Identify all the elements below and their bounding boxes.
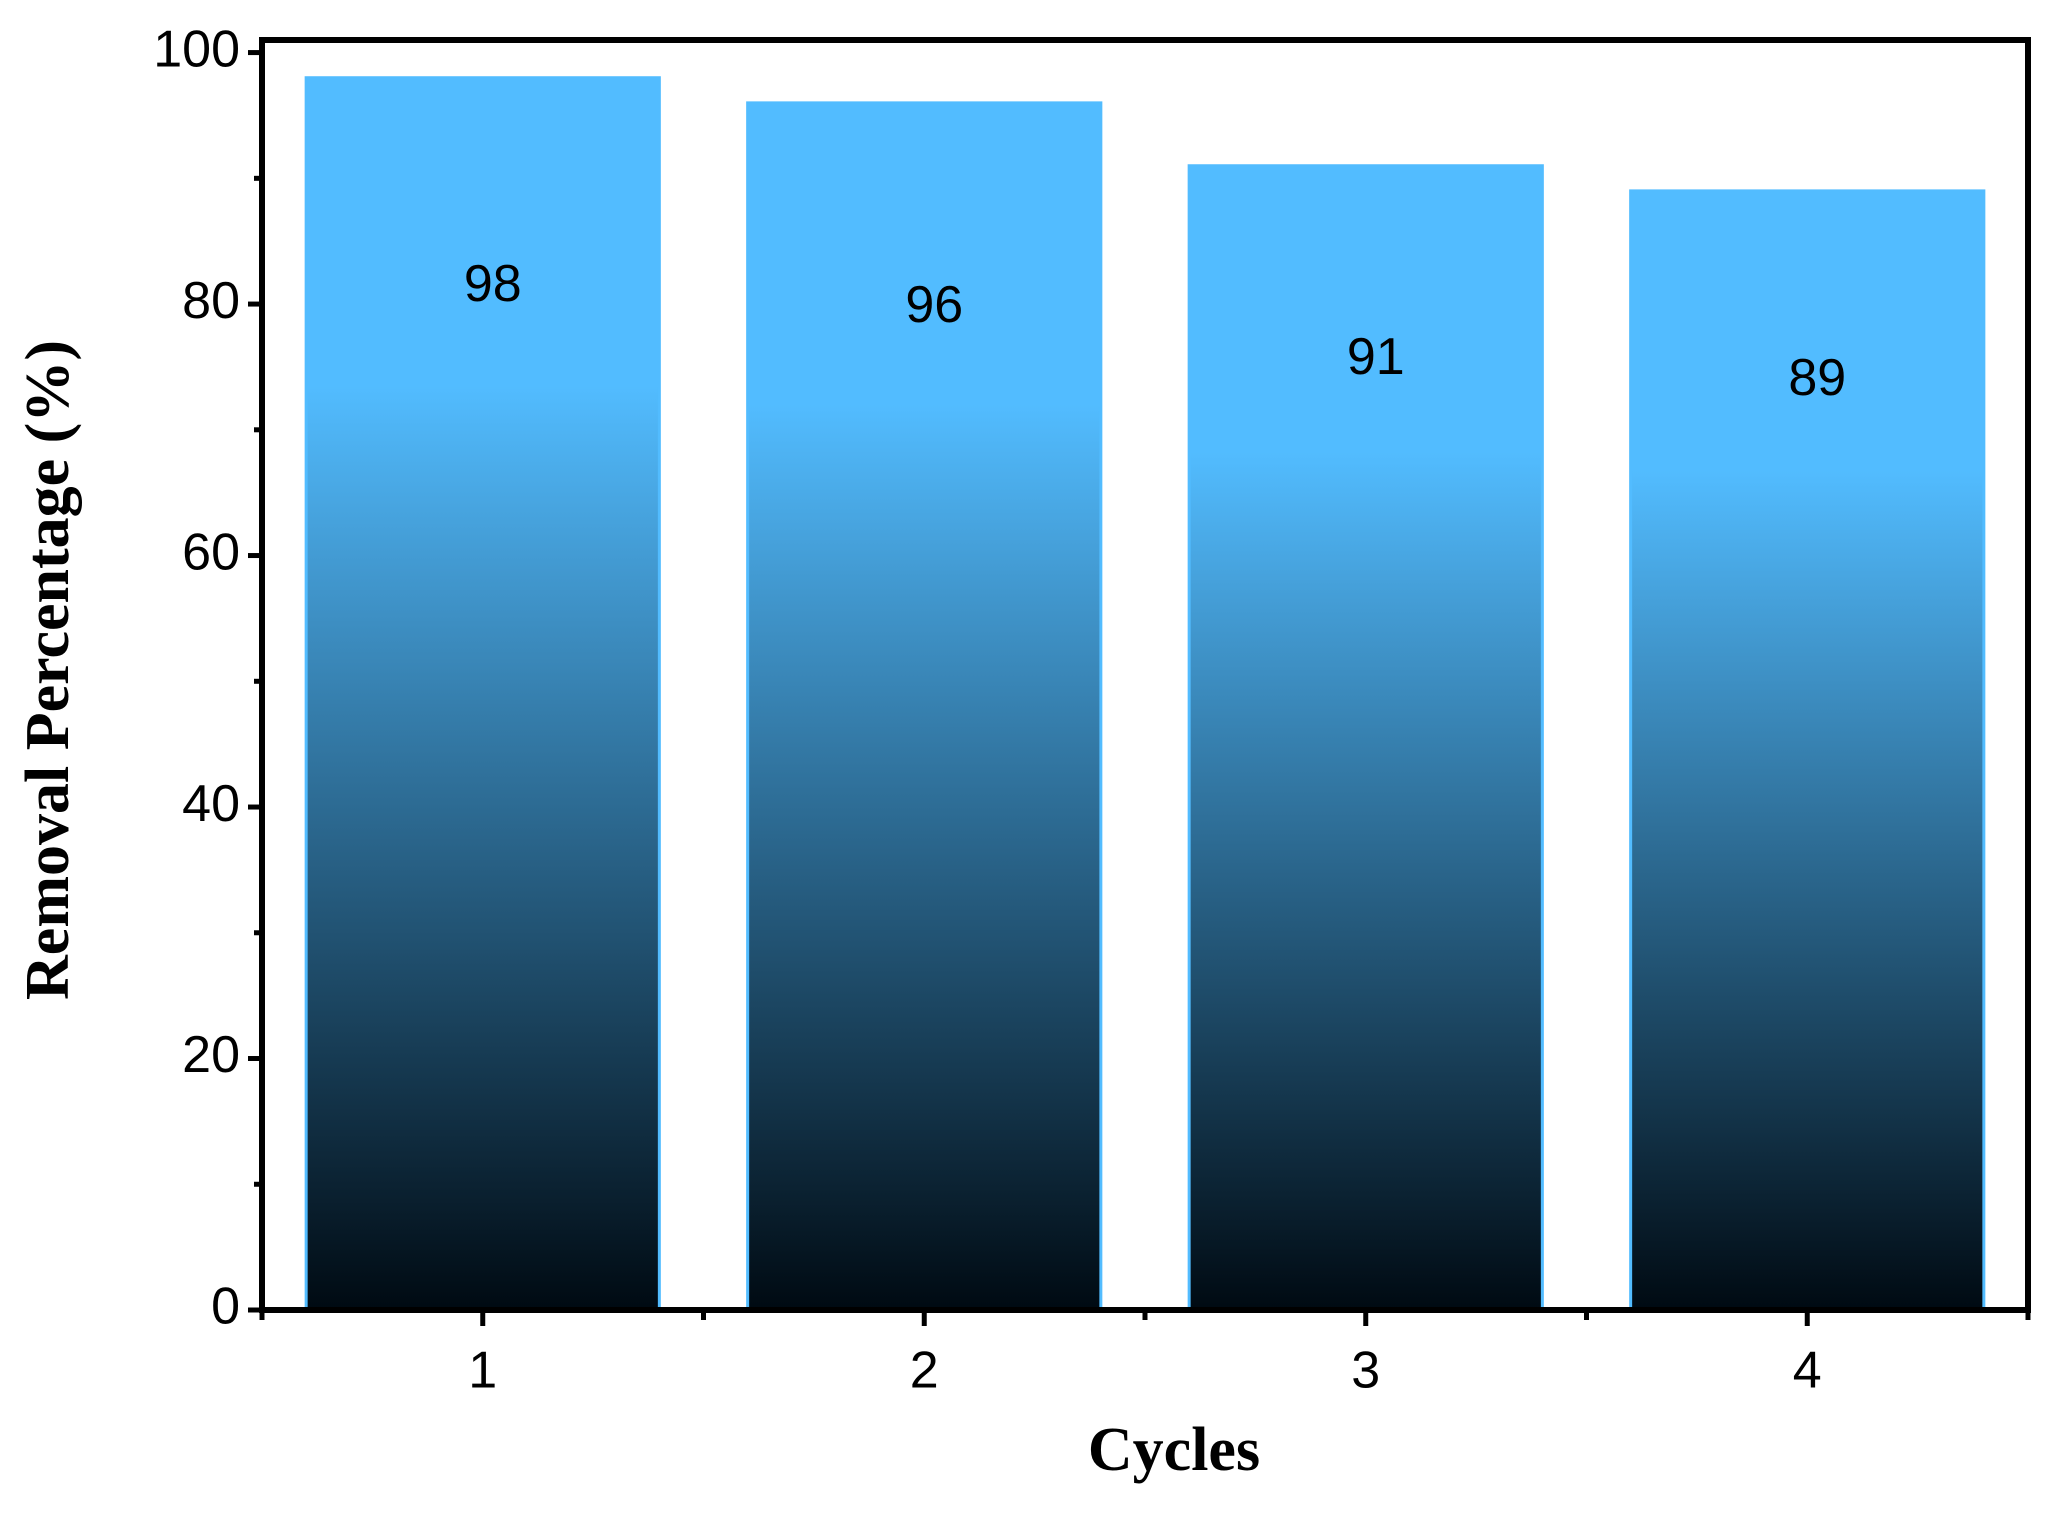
value-label: 98 <box>464 255 522 313</box>
y-tick-label: 60 <box>182 523 240 581</box>
y-tick-label: 0 <box>211 1278 240 1336</box>
x-tick-label: 1 <box>468 1342 497 1400</box>
value-label: 89 <box>1788 349 1846 407</box>
value-label: 91 <box>1347 328 1405 386</box>
x-tick-label: 3 <box>1351 1342 1380 1400</box>
y-tick-label: 40 <box>182 775 240 833</box>
bar <box>746 101 1103 1312</box>
bar <box>1629 189 1986 1312</box>
bar <box>304 76 661 1312</box>
y-axis-title: Removal Percentage (%) <box>14 340 82 1000</box>
y-tick-label: 20 <box>182 1026 240 1084</box>
x-tick-label: 2 <box>910 1342 939 1400</box>
value-label: 96 <box>905 276 963 334</box>
x-tick-label: 4 <box>1793 1342 1822 1400</box>
y-tick-label: 100 <box>153 20 240 78</box>
y-tick-label: 80 <box>182 272 240 330</box>
bar <box>1187 164 1544 1312</box>
x-axis-title: Cycles <box>1088 1416 1260 1484</box>
